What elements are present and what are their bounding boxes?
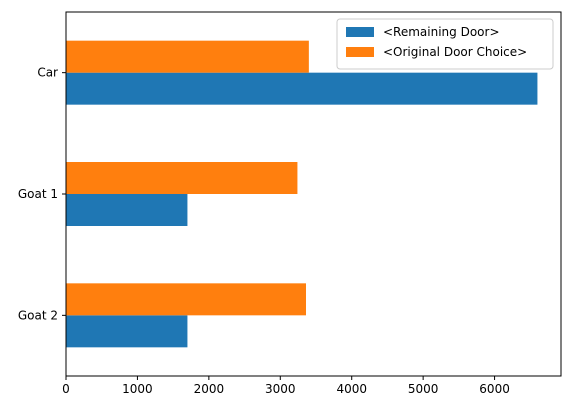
bar-goat-2-original-door-choice: [66, 283, 306, 316]
legend-label-original-door-choice: <Original Door Choice>: [383, 45, 527, 59]
y-tick-label-goat-2: Goat 2: [18, 308, 58, 322]
axes-layer: Car Goat 1 Goat 2 0 1000 2000 3000 4000 5000 6000: [18, 66, 510, 396]
x-tick-label-4000: 4000: [336, 382, 367, 396]
x-tick-label-5000: 5000: [408, 382, 439, 396]
x-tick-label-6000: 6000: [479, 382, 510, 396]
x-tick-label-0: 0: [62, 382, 70, 396]
bar-goat-1-remaining-door: [66, 194, 188, 226]
y-tick-label-car: Car: [37, 66, 58, 80]
legend-swatch-original-door-choice: [346, 47, 374, 57]
y-tick-label-goat-1: Goat 1: [18, 187, 58, 201]
x-tick-label-2000: 2000: [194, 382, 225, 396]
bar-goat-2-remaining-door: [66, 315, 188, 348]
bar-car-remaining-door: [66, 72, 538, 105]
bars-layer: [66, 40, 538, 348]
bar-car-original-door-choice: [66, 40, 309, 73]
legend-label-remaining-door: <Remaining Door>: [383, 25, 500, 39]
legend-frame: [336, 18, 554, 70]
x-tick-label-3000: 3000: [265, 382, 296, 396]
x-tick-label-1000: 1000: [122, 382, 153, 396]
legend-swatch-remaining-door: [346, 27, 374, 37]
legend: <Remaining Door> <Original Door Choice>: [336, 18, 554, 70]
bar-goat-1-original-door-choice: [66, 162, 298, 194]
